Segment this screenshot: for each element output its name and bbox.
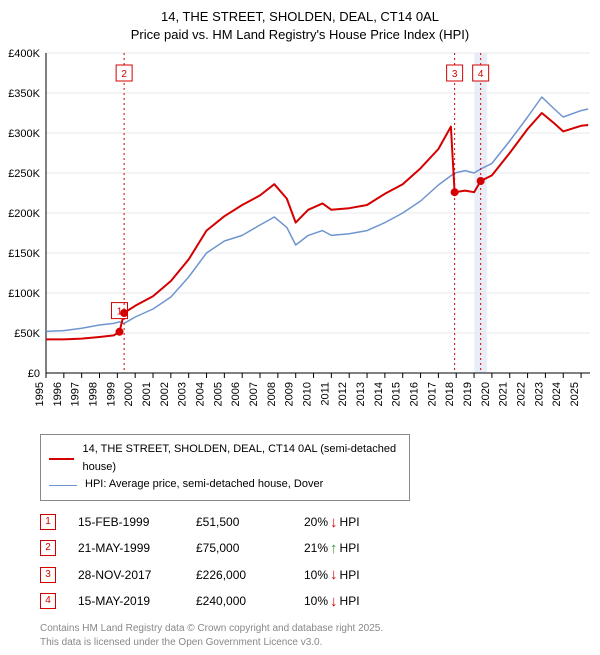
x-tick-label: 2002 [159,382,171,406]
x-tick-label: 1998 [88,382,100,406]
x-tick-label: 2009 [284,382,296,406]
y-tick-label: £350K [8,88,40,100]
transaction-delta: 20% ↓ HPI [304,509,404,535]
title-line-2: Price paid vs. HM Land Registry's House … [6,26,594,44]
title-block: 14, THE STREET, SHOLDEN, DEAL, CT14 0AL … [6,8,594,43]
transaction-index-box: 1 [40,514,56,530]
x-tick-label: 2006 [230,382,242,406]
transaction-delta: 10% ↓ HPI [304,562,404,588]
legend-swatch [49,485,77,486]
x-tick-label: 2007 [248,382,260,406]
transaction-price: £75,000 [196,535,304,561]
transactions-table: 1 15-FEB-1999£51,50020% ↓ HPI 2 21-MAY-1999… [40,509,594,615]
transaction-price: £226,000 [196,562,304,588]
legend-label: HPI: Average price, semi-detached house,… [85,476,323,494]
legend: 14, THE STREET, SHOLDEN, DEAL, CT14 0AL … [40,434,410,501]
transaction-marker [477,177,485,185]
arrow-down-icon: ↓ [330,515,338,530]
transaction-label: 2 [121,69,127,80]
line-chart-svg: £0 £50K £100K £150K £200K £250K £300K £350K £400… [6,49,594,424]
x-tick-label: 2012 [337,382,349,406]
transaction-marker [120,309,128,317]
transaction-date: 15-FEB-1999 [78,509,196,535]
legend-item: 14, THE STREET, SHOLDEN, DEAL, CT14 0AL … [49,441,401,476]
transaction-label: 4 [478,69,484,80]
y-tick-label: £200K [8,208,40,220]
x-tick-label: 2016 [409,382,421,406]
x-tick-label: 2010 [302,382,314,406]
x-tick-label: 2004 [195,382,207,406]
y-tick-label: £300K [8,128,40,140]
footer-line-1: Contains HM Land Registry data © Crown c… [40,622,594,636]
x-tick-label: 2024 [551,382,563,406]
transaction-label: 3 [452,69,458,80]
x-tick-label: 2003 [177,382,189,406]
legend-label: 14, THE STREET, SHOLDEN, DEAL, CT14 0AL … [82,441,401,476]
transaction-marker [451,188,459,196]
transaction-price: £240,000 [196,588,304,614]
arrow-up-icon: ↑ [330,541,338,556]
x-tick-label: 2001 [141,382,153,406]
x-tick-label: 2000 [123,382,135,406]
title-line-1: 14, THE STREET, SHOLDEN, DEAL, CT14 0AL [6,8,594,26]
transaction-row: 2 21-MAY-1999£75,00021% ↑ HPI [40,535,594,561]
x-tick-label: 2021 [498,382,510,406]
x-tick-label: 2008 [266,382,278,406]
x-tick-label: 2022 [516,382,528,406]
transaction-row: 4 15-MAY-2019£240,00010% ↓ HPI [40,588,594,614]
y-tick-label: £400K [8,49,40,60]
x-tick-label: 2011 [319,382,331,406]
y-tick-label: £250K [8,168,40,180]
transaction-row: 1 15-FEB-1999£51,50020% ↓ HPI [40,509,594,535]
transaction-date: 28-NOV-2017 [78,562,196,588]
x-tick-label: 1999 [105,382,117,406]
x-tick-label: 1997 [70,382,82,406]
transaction-price: £51,500 [196,509,304,535]
transaction-marker [115,328,123,336]
x-tick-label: 2019 [462,382,474,406]
x-tick-label: 2017 [426,382,438,406]
x-tick-label: 2018 [444,382,456,406]
transaction-date: 21-MAY-1999 [78,535,196,561]
footer-line-2: This data is licensed under the Open Gov… [40,636,594,650]
transaction-delta: 21% ↑ HPI [304,535,404,561]
x-tick-label: 2014 [373,382,385,406]
x-tick-label: 2023 [533,382,545,406]
y-tick-label: £50K [14,328,40,340]
transaction-date: 15-MAY-2019 [78,588,196,614]
chart-container: 14, THE STREET, SHOLDEN, DEAL, CT14 0AL … [0,0,600,655]
transaction-index-box: 3 [40,567,56,583]
x-tick-label: 1996 [52,382,64,406]
x-tick-label: 2005 [212,382,224,406]
y-tick-label: £150K [8,248,40,260]
transaction-index-box: 4 [40,593,56,609]
x-tick-label: 2025 [569,382,581,406]
attribution-footer: Contains HM Land Registry data © Crown c… [40,622,594,649]
arrow-down-icon: ↓ [330,594,338,609]
x-tick-label: 1995 [34,382,46,406]
x-tick-label: 2013 [355,382,367,406]
x-tick-label: 2015 [391,382,403,406]
y-tick-label: £0 [28,368,40,380]
chart-area: £0 £50K £100K £150K £200K £250K £300K £350K £400… [6,49,594,424]
arrow-down-icon: ↓ [330,567,338,582]
transaction-row: 3 28-NOV-2017£226,00010% ↓ HPI [40,562,594,588]
series-hpi [46,97,588,331]
legend-item: HPI: Average price, semi-detached house,… [49,476,401,494]
transaction-delta: 10% ↓ HPI [304,588,404,614]
legend-swatch [49,458,74,460]
x-tick-label: 2020 [480,382,492,406]
y-tick-label: £100K [8,288,40,300]
transaction-index-box: 2 [40,540,56,556]
